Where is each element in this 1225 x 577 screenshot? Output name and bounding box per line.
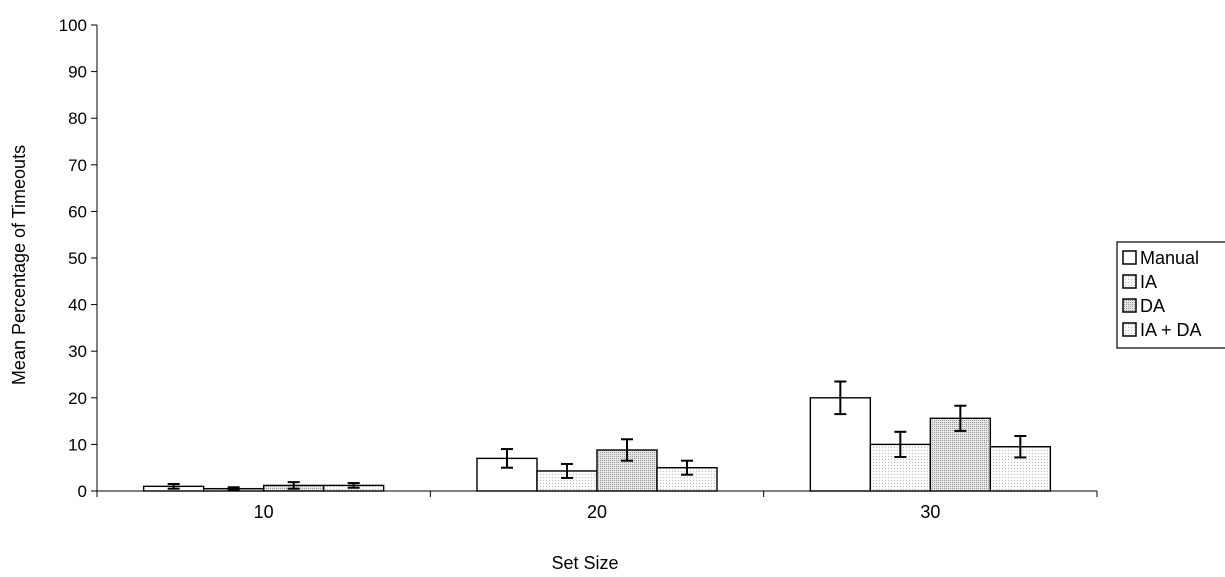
y-tick-label: 10 bbox=[68, 435, 87, 454]
y-tick-label: 70 bbox=[68, 156, 87, 175]
x-tick-label: 30 bbox=[920, 502, 940, 522]
legend-swatch bbox=[1122, 322, 1137, 337]
y-tick-label: 60 bbox=[68, 202, 87, 221]
x-tick-label: 10 bbox=[254, 502, 274, 522]
legend-label: DA bbox=[1140, 296, 1165, 316]
legend-swatch bbox=[1122, 250, 1137, 265]
x-axis-label: Set Size bbox=[551, 553, 618, 573]
bar bbox=[596, 449, 658, 492]
legend-swatch bbox=[1122, 298, 1137, 313]
y-axis-label: Mean Percentage of Timeouts bbox=[9, 145, 29, 385]
y-tick-label: 0 bbox=[78, 482, 87, 501]
plot-area: 0 10 20 30 40 50 60 70 80 90 100 10 20 30 bbox=[59, 16, 1098, 522]
y-tick-label: 40 bbox=[68, 296, 87, 315]
legend-swatch bbox=[1122, 274, 1137, 289]
y-tick-label: 90 bbox=[68, 63, 87, 82]
y-tick-label: 50 bbox=[68, 249, 87, 268]
y-tick-label: 100 bbox=[59, 16, 87, 35]
legend-label: IA + DA bbox=[1140, 320, 1202, 340]
x-tick-label: 20 bbox=[587, 502, 607, 522]
legend: Manual IA DA IA + DA bbox=[1116, 241, 1225, 349]
legend-label: IA bbox=[1140, 272, 1157, 292]
legend-label: Manual bbox=[1140, 248, 1199, 268]
y-tick-label: 30 bbox=[68, 342, 87, 361]
y-tick-label: 80 bbox=[68, 109, 87, 128]
bar bbox=[989, 446, 1052, 492]
y-tick-label: 20 bbox=[68, 389, 87, 408]
